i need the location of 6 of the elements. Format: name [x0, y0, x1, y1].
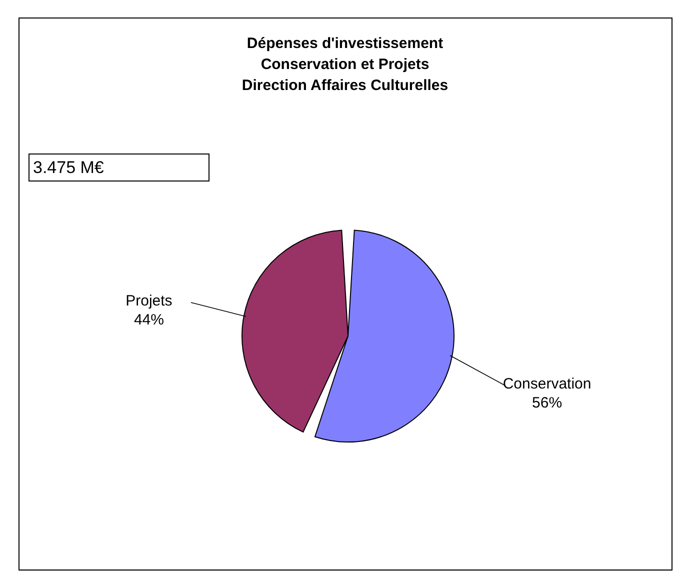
- data-label: 56%: [532, 394, 562, 412]
- text: 3.475 M€: [33, 158, 104, 177]
- data-label: 44%: [134, 312, 164, 329]
- chart-title: Dépenses d'investissement Conservation et Projets Direction Affaires Culturelles: [242, 35, 448, 94]
- slice-label: Conservation: [502, 375, 592, 392]
- legend-label: Projets: [126, 292, 172, 310]
